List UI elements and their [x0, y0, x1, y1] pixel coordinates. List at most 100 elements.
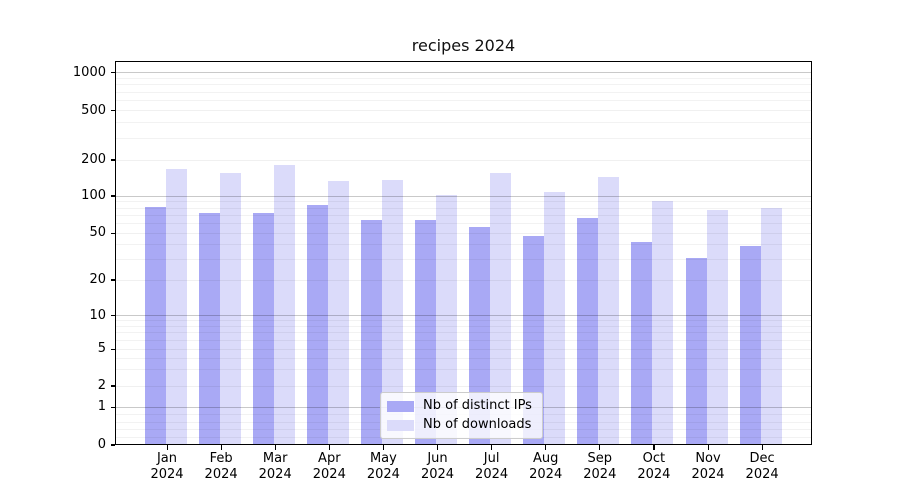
y-tick-label: 0 — [97, 437, 106, 452]
bar-distinct-ips-apr — [306, 205, 328, 444]
gridline-y-100 — [116, 195, 811, 197]
x-tick-label-feb: Feb 2024 — [189, 451, 253, 482]
bar-downloads-may — [381, 179, 403, 444]
x-tick-month: Apr — [318, 451, 341, 466]
x-tick-year: 2024 — [745, 466, 779, 482]
x-tick-year: 2024 — [204, 466, 238, 482]
y-tick-label: 1000 — [72, 64, 106, 80]
x-tick-month: Dec — [749, 451, 775, 466]
y-tick-mark — [110, 279, 115, 281]
y-tick-mark — [110, 444, 115, 446]
x-tick-year: 2024 — [475, 466, 509, 482]
x-tick-month: Jan — [156, 451, 178, 466]
gridline-minor-y-900 — [116, 77, 811, 79]
x-tick-month: Mar — [262, 451, 288, 466]
x-tick-month: Sep — [587, 451, 613, 466]
y-tick-mark — [110, 315, 115, 317]
x-tick-mark — [220, 445, 222, 450]
x-tick-label-may: May 2024 — [351, 451, 415, 482]
x-tick-label-oct: Oct 2024 — [622, 451, 686, 482]
x-tick-year: 2024 — [637, 466, 671, 482]
gridline-y-50 — [116, 232, 811, 234]
bar-downloads-jul — [490, 172, 512, 444]
legend-label: Nb of distinct IPs — [423, 398, 532, 413]
bar-distinct-ips-nov — [685, 257, 707, 444]
gridline-minor-y-7 — [116, 332, 811, 334]
x-tick-label-nov: Nov 2024 — [676, 451, 740, 482]
bar-downloads-oct — [652, 201, 674, 444]
gridline-minor-y-400 — [116, 122, 811, 124]
y-tick-label: 5 — [97, 341, 106, 357]
x-tick-mark — [761, 445, 763, 450]
legend: Nb of distinct IPs Nb of downloads — [380, 392, 543, 439]
gridline-y-1000 — [116, 72, 811, 74]
y-tick-mark — [110, 348, 115, 350]
x-tick-year: 2024 — [312, 466, 346, 482]
x-tick-mark — [545, 445, 547, 450]
x-tick-month: Jun — [427, 451, 448, 466]
bar-distinct-ips-oct — [631, 242, 653, 444]
x-tick-mark — [653, 445, 655, 450]
gridline-y-200 — [116, 159, 811, 161]
gridline-y-20 — [116, 279, 811, 281]
gridline-minor-y-600 — [116, 100, 811, 102]
x-tick-month: Jul — [483, 451, 500, 466]
bar-distinct-ips-sep — [577, 218, 599, 444]
gridline-minor-y-3 — [116, 369, 811, 371]
bar-distinct-ips-may — [360, 220, 382, 444]
bar-distinct-ips-feb — [198, 212, 220, 444]
x-tick-label-dec: Dec 2024 — [730, 451, 794, 482]
bar-distinct-ips-jul — [469, 227, 491, 444]
x-tick-label-apr: Apr 2024 — [297, 451, 361, 482]
x-tick-mark — [382, 445, 385, 450]
x-tick-mark — [491, 445, 493, 450]
gridline-minor-y-70 — [116, 214, 811, 216]
y-tick-mark — [110, 195, 115, 197]
legend-swatch-downloads — [387, 419, 414, 431]
bar-downloads-sep — [598, 177, 620, 444]
y-tick-label: 50 — [89, 225, 106, 241]
x-tick-label-sep: Sep 2024 — [568, 451, 632, 482]
gridline-y-2 — [116, 385, 811, 387]
gridline-minor-y-80 — [116, 207, 811, 209]
x-tick-label-jun: Jun 2024 — [406, 451, 470, 482]
bar-downloads-jun — [436, 195, 457, 444]
gridline-y-10 — [116, 315, 811, 317]
y-tick-mark — [110, 385, 115, 387]
x-tick-mark — [707, 445, 709, 450]
gridline-minor-y-800 — [116, 84, 811, 86]
chart-title: recipes 2024 — [411, 36, 516, 55]
gridline-y-5 — [116, 348, 811, 350]
x-tick-label-jul: Jul 2024 — [460, 451, 524, 482]
x-tick-year: 2024 — [258, 466, 292, 482]
x-tick-year: 2024 — [529, 466, 563, 482]
y-tick-label: 10 — [89, 307, 106, 323]
gridline-minor-y-8 — [116, 326, 811, 328]
x-tick-month: Oct — [642, 451, 666, 466]
x-tick-month: Feb — [209, 451, 233, 466]
plot-area — [115, 61, 812, 445]
x-tick-year: 2024 — [366, 466, 400, 482]
x-tick-year: 2024 — [691, 466, 725, 482]
x-tick-label-aug: Aug 2024 — [514, 451, 578, 482]
y-tick-label: 1 — [97, 399, 106, 415]
legend-row: Nb of distinct IPs — [387, 399, 532, 413]
y-tick-mark — [110, 232, 115, 234]
y-tick-label: 500 — [81, 102, 106, 118]
x-tick-label-mar: Mar 2024 — [243, 451, 307, 482]
x-tick-year: 2024 — [150, 466, 184, 482]
gridline-minor-y-30 — [116, 258, 811, 260]
bar-downloads-dec — [760, 208, 782, 444]
bar-downloads-apr — [327, 180, 349, 444]
y-tick-mark — [110, 110, 115, 112]
y-tick-label: 100 — [81, 188, 106, 203]
legend-label: Nb of downloads — [423, 417, 532, 432]
bar-distinct-ips-jan — [144, 207, 166, 444]
bar-downloads-aug — [544, 192, 566, 444]
bar-downloads-feb — [219, 172, 241, 444]
bar-downloads-jan — [165, 169, 187, 444]
x-tick-mark — [166, 445, 168, 450]
gridline-minor-y-40 — [116, 244, 811, 246]
legend-row: Nb of downloads — [387, 418, 532, 432]
